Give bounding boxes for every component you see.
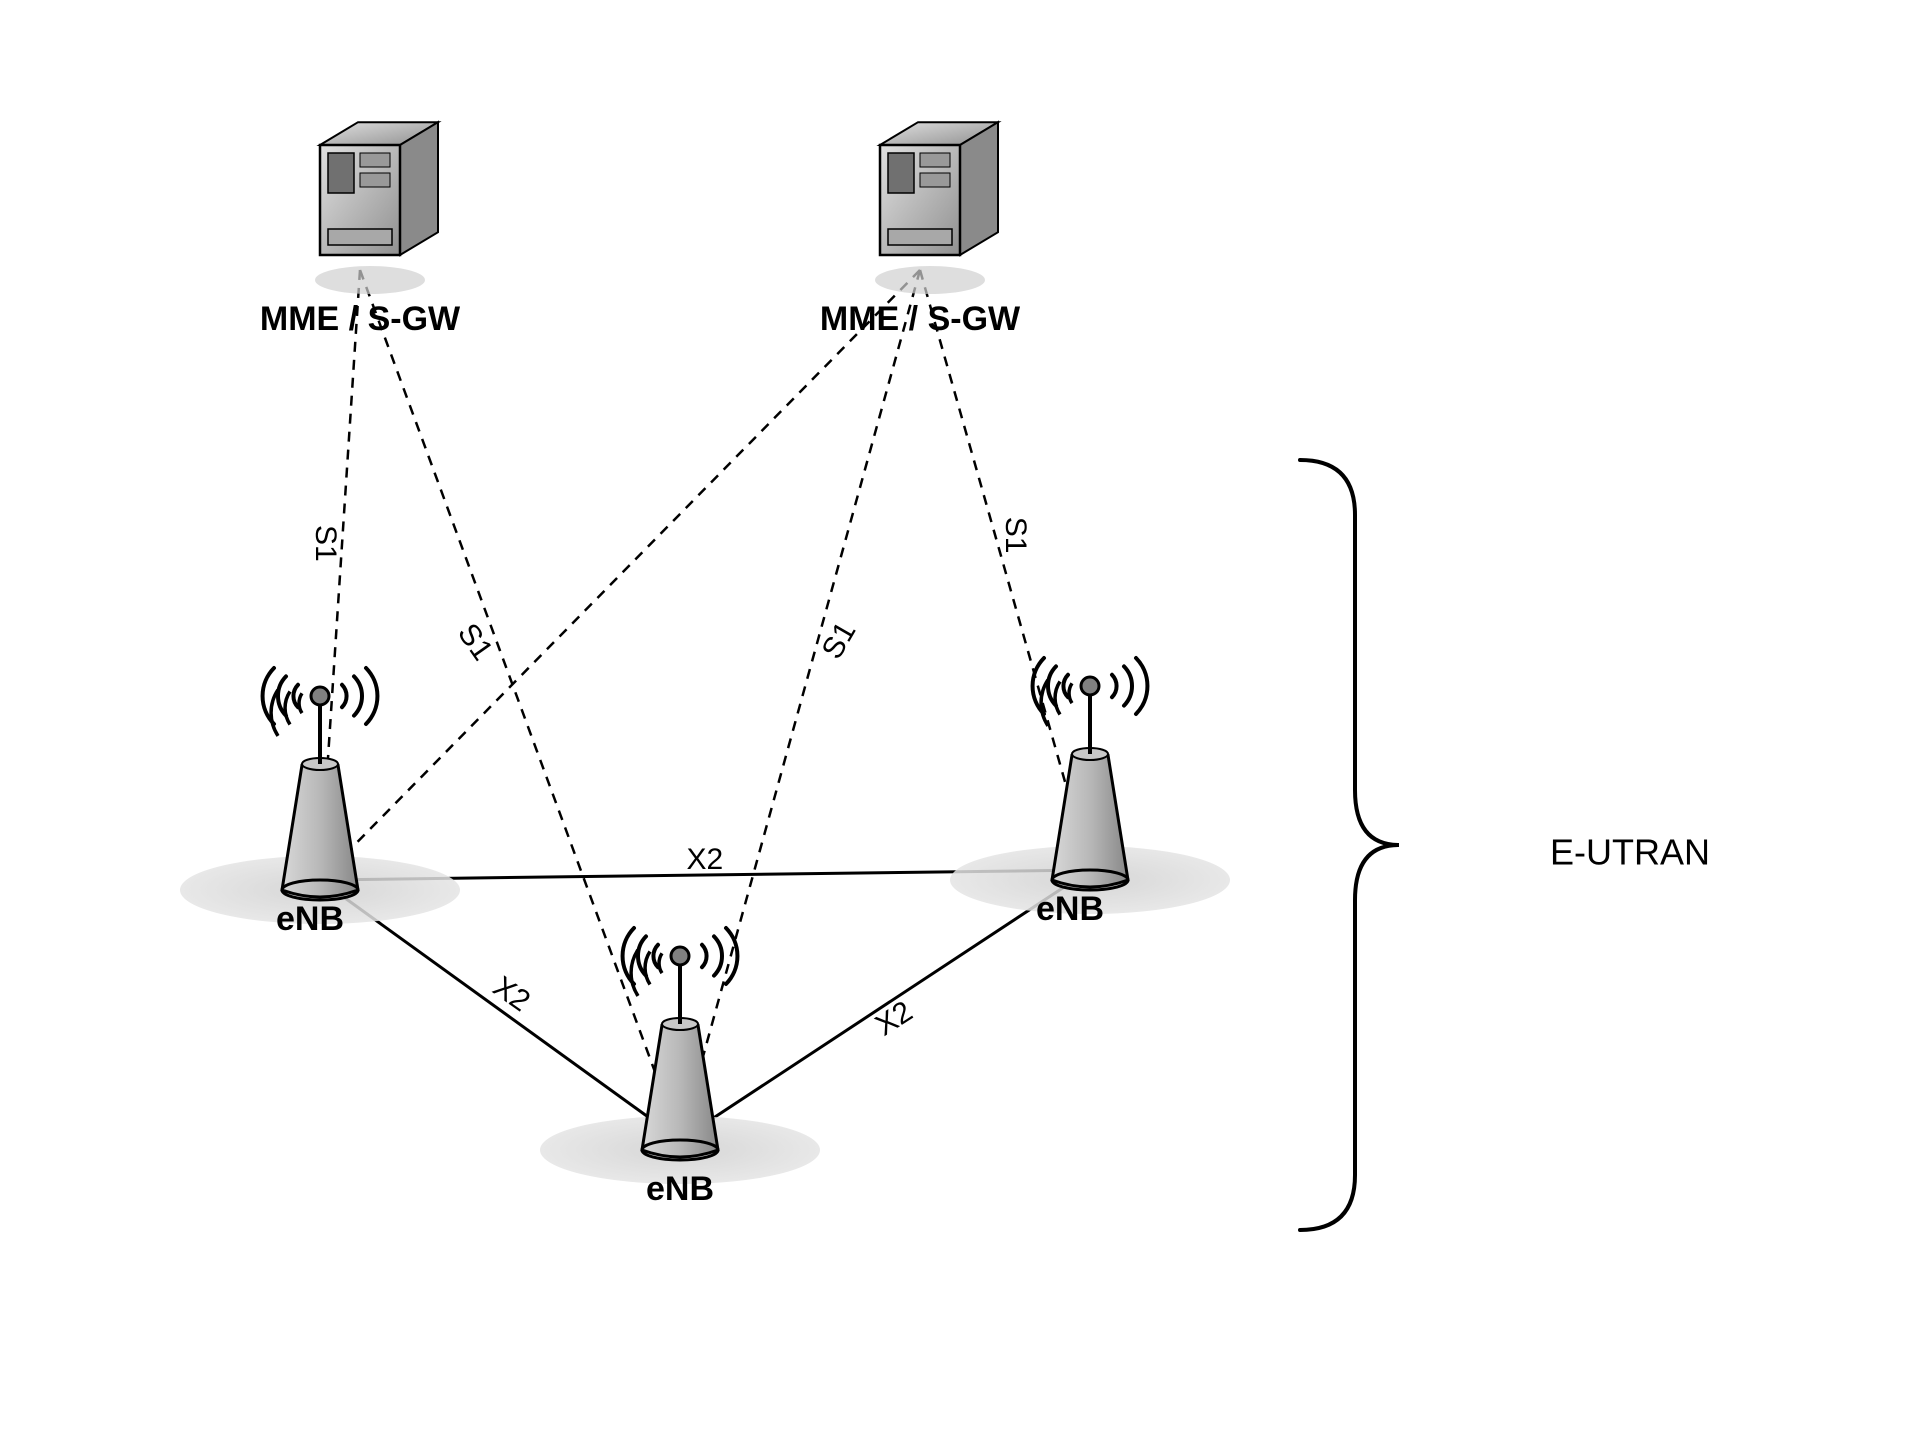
enb-node-enb3: eNB xyxy=(540,908,820,1208)
edge-label-mme2-enb2: S1 xyxy=(999,517,1032,554)
region-label: E-UTRAN xyxy=(1550,832,1710,873)
server-node-mme1: MME / S-GW xyxy=(260,122,461,338)
edge-label-enb2-enb3: X2 xyxy=(870,995,919,1043)
enb-label-enb3: eNB xyxy=(646,1170,714,1208)
enb-label-enb2: eNB xyxy=(1036,890,1104,928)
edge-label-enb1-enb3: X2 xyxy=(487,970,536,1018)
enb-label-enb1: eNB xyxy=(276,900,344,938)
edge-label-mme1-enb1: S1 xyxy=(309,525,342,562)
server-label-mme1: MME / S-GW xyxy=(260,300,461,338)
edges-layer: S1S1S1S1X2X2X2 xyxy=(309,270,1090,1140)
server-label-mme2: MME / S-GW xyxy=(820,300,1021,338)
edge-mme2-enb1 xyxy=(320,270,920,880)
enb-node-enb1: eNB xyxy=(180,648,460,938)
region-brace xyxy=(1300,460,1399,1230)
enb-node-enb2: eNB xyxy=(950,638,1230,928)
edge-mme2-enb2 xyxy=(920,270,1090,870)
server-node-mme2: MME / S-GW xyxy=(820,122,1021,338)
edge-label-enb1-enb2: X2 xyxy=(686,843,723,876)
